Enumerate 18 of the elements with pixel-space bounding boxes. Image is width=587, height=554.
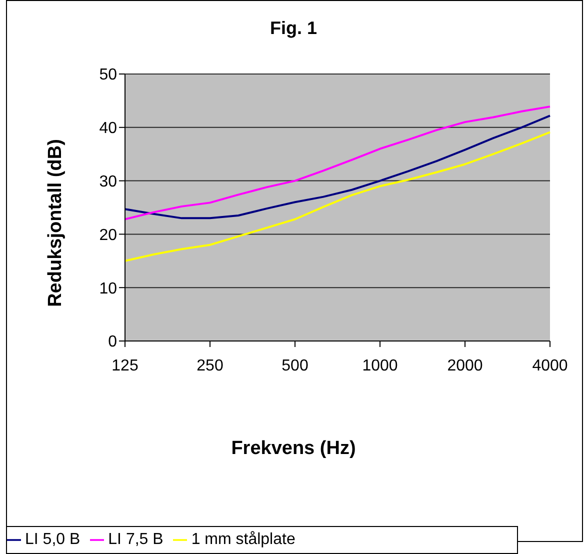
x-tick-label: 125 [112, 357, 138, 374]
y-tick-label: 50 [99, 66, 118, 84]
y-tick-label: 10 [99, 280, 118, 298]
x-tick-label: 250 [196, 357, 224, 374]
chart-title: Fig. 1 [268, 18, 318, 39]
x-tick-label: 1000 [362, 357, 398, 374]
x-tick-label: 500 [282, 357, 308, 374]
y-tick-label: 40 [99, 120, 118, 138]
x-axis-title: Frekvens (Hz) [230, 438, 357, 460]
legend-label: LI 7,5 B [108, 531, 164, 548]
x-tick-label: 2000 [447, 357, 483, 374]
y-tick-label: 0 [108, 334, 118, 351]
y-tick-label: 30 [99, 173, 118, 190]
legend-label: LI 5,0 B [25, 531, 80, 548]
x-tick-label: 4000 [532, 357, 568, 374]
y-axis-title: Reduksjontall (dB) [45, 139, 67, 307]
y-tick-label: 20 [99, 226, 118, 244]
legend-label: 1 mm stålplate [191, 531, 296, 548]
